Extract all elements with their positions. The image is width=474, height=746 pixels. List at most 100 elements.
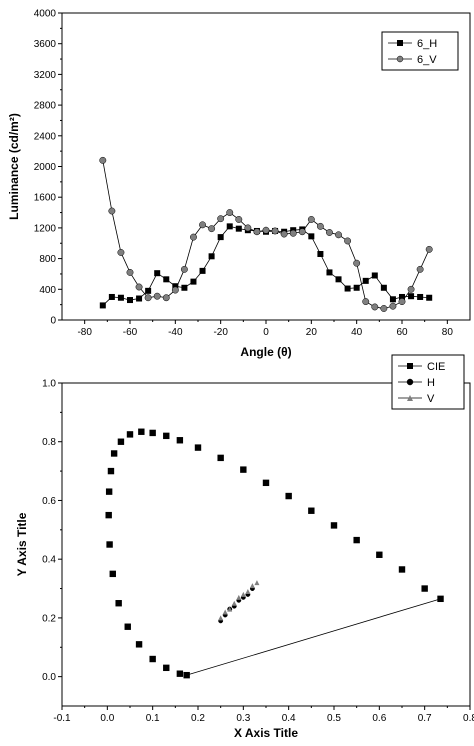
x-tick-label: -20 bbox=[213, 327, 228, 338]
data-point-6_H bbox=[235, 225, 242, 232]
x-tick-label: 20 bbox=[306, 327, 318, 338]
y-tick-label: 1200 bbox=[34, 223, 57, 234]
data-point-6_V bbox=[235, 216, 243, 223]
data-point-6_H bbox=[417, 293, 424, 300]
data-point-CIE bbox=[217, 454, 224, 462]
data-point-V bbox=[222, 609, 228, 615]
data-point-6_V bbox=[326, 229, 333, 236]
data-point-6_H bbox=[145, 287, 152, 294]
x-tick-label: 0.0 bbox=[100, 713, 114, 724]
data-point-CIE bbox=[105, 511, 112, 519]
legend-marker-6_H bbox=[397, 40, 403, 46]
data-point-CIE bbox=[117, 438, 125, 445]
data-point-6_V bbox=[208, 225, 216, 233]
data-point-CIE bbox=[107, 467, 115, 475]
y-tick-label: 800 bbox=[39, 254, 56, 265]
x-tick-label: 0.1 bbox=[146, 713, 160, 724]
data-point-6_H bbox=[172, 283, 179, 290]
x-tick-label: 0.7 bbox=[418, 713, 432, 724]
data-point-CIE bbox=[105, 488, 113, 495]
data-point-CIE bbox=[240, 466, 247, 473]
chromaticity-chart: -0.10.00.10.20.30.40.50.60.70.8 0.00.20.… bbox=[15, 354, 474, 740]
chart2-legend: CIE HV bbox=[391, 354, 465, 410]
data-point-6_V bbox=[117, 249, 125, 256]
data-point-6_H bbox=[335, 276, 342, 283]
data-point-6_H bbox=[217, 234, 224, 241]
data-point-6_V bbox=[398, 298, 406, 306]
chart2-series bbox=[105, 428, 444, 679]
data-point-6_H bbox=[108, 293, 115, 300]
purple-line bbox=[186, 598, 441, 676]
data-point-6_H bbox=[389, 296, 396, 303]
chart2-x-ticks: -0.1 0.0 0.1 0.2 0.3 0.4 0.5 0.6 0.7 0.8 bbox=[53, 706, 474, 724]
data-point-CIE bbox=[109, 570, 116, 578]
data-point-6_V bbox=[371, 303, 379, 311]
data-point-6_V bbox=[344, 237, 352, 245]
data-point-CIE bbox=[106, 541, 113, 548]
data-point-6_V bbox=[362, 298, 370, 306]
data-point-V bbox=[227, 606, 233, 612]
y-tick-label: 400 bbox=[39, 285, 56, 296]
data-point-6_H bbox=[326, 269, 333, 276]
x-tick-label: 0 bbox=[263, 327, 269, 338]
data-point-CIE bbox=[163, 664, 170, 672]
x-tick-label: 0.6 bbox=[372, 713, 386, 724]
data-point-6_V bbox=[226, 209, 234, 217]
x-tick-label: -0.1 bbox=[53, 713, 71, 724]
data-point-6_V bbox=[162, 294, 170, 302]
x-tick-label: 60 bbox=[396, 327, 408, 338]
chart2-x-axis-title: X Axis Title bbox=[234, 726, 298, 740]
data-point-6_H bbox=[163, 276, 170, 283]
y-tick-label: 2400 bbox=[34, 131, 57, 142]
data-point-6_H bbox=[426, 294, 433, 301]
data-point-CIE bbox=[421, 585, 428, 592]
data-point-6_V bbox=[180, 265, 188, 273]
y-tick-label: 1.0 bbox=[42, 379, 56, 390]
data-point-6_V bbox=[262, 226, 270, 234]
x-tick-label: 0.4 bbox=[282, 713, 296, 724]
data-point-6_H bbox=[117, 294, 124, 301]
data-point-6_V bbox=[280, 230, 288, 238]
y-tick-label: 0.4 bbox=[42, 555, 56, 566]
data-point-6_V bbox=[135, 283, 143, 291]
series-line-6_H bbox=[102, 225, 430, 306]
y-tick-label: 0.6 bbox=[42, 496, 56, 507]
data-point-6_V bbox=[271, 227, 279, 235]
chart1-legend: 6_H6_V bbox=[381, 31, 459, 71]
data-point-CIE bbox=[110, 450, 118, 457]
data-point-6_H bbox=[344, 285, 351, 292]
data-point-6_V bbox=[335, 231, 342, 239]
legend-marker-H bbox=[406, 378, 414, 386]
data-point-6_H bbox=[408, 293, 415, 300]
data-point-CIE bbox=[176, 437, 184, 444]
data-point-6_H bbox=[362, 277, 369, 284]
x-tick-label: -80 bbox=[77, 327, 92, 338]
data-point-CIE bbox=[163, 432, 170, 440]
data-point-6_H bbox=[308, 233, 315, 240]
legend-marker-V bbox=[407, 395, 413, 401]
data-point-6_H bbox=[371, 272, 378, 279]
chart2-y-ticks: 0.0 0.2 0.4 0.6 0.8 1.0 bbox=[42, 379, 62, 683]
data-point-6_V bbox=[108, 207, 116, 215]
y-tick-label: 2000 bbox=[34, 162, 57, 173]
data-point-CIE bbox=[353, 536, 360, 544]
data-point-6_V bbox=[153, 292, 161, 300]
legend-box bbox=[381, 31, 459, 71]
y-tick-label: 2800 bbox=[34, 101, 57, 112]
y-tick-label: 0.2 bbox=[42, 613, 56, 624]
data-point-6_H bbox=[208, 253, 215, 260]
y-tick-label: 4000 bbox=[34, 9, 57, 20]
chart2-plot-frame bbox=[61, 382, 471, 707]
chart1-y-ticks: 0 400 800 1200 1600 2000 2400 2800 3200 3600 4000 bbox=[34, 9, 62, 327]
data-point-6_V bbox=[425, 245, 433, 253]
data-point-CIE bbox=[115, 600, 122, 607]
x-tick-label: 0.5 bbox=[327, 713, 341, 724]
data-point-6_H bbox=[127, 297, 133, 304]
data-point-6_V bbox=[190, 233, 197, 241]
data-point-CIE bbox=[376, 551, 383, 558]
data-point-6_H bbox=[99, 302, 106, 309]
data-point-6_V bbox=[298, 228, 306, 236]
data-point-6_V bbox=[199, 221, 206, 229]
data-point-6_V bbox=[416, 265, 424, 273]
